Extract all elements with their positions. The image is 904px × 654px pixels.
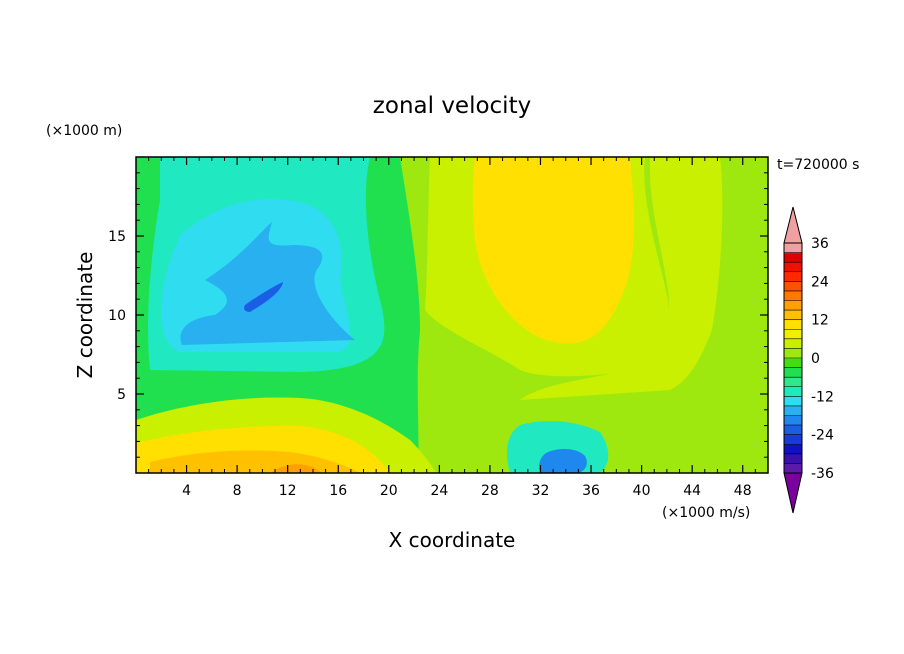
x-tick-label: 16 xyxy=(329,483,347,499)
colorbar-bin xyxy=(784,281,802,292)
time-label: t=720000 s xyxy=(777,157,859,173)
x-tick-label: 24 xyxy=(430,483,448,499)
x-tick-label: 12 xyxy=(279,483,297,499)
x-ticks: 4 8 12 16 20 24 28 32 36 40 44 48 xyxy=(148,157,756,499)
x-tick-label: 32 xyxy=(532,483,550,499)
region-lower-blue xyxy=(539,448,587,473)
x-unit-label: (×1000 m/s) xyxy=(662,505,750,521)
colorbar-bin xyxy=(784,338,802,349)
region-right-green xyxy=(520,157,723,400)
colorbar-bin xyxy=(784,348,802,359)
colorbar-bin xyxy=(784,444,802,455)
colorbar-bin xyxy=(784,262,802,273)
colorbar-bin xyxy=(784,358,802,369)
region-bottom-orange xyxy=(270,464,322,473)
colorbar-bin xyxy=(784,290,802,301)
y-tick-label: 15 xyxy=(108,229,126,245)
colorbar-bin xyxy=(784,271,802,282)
x-axis-label: X coordinate xyxy=(389,528,516,552)
colorbar-bin xyxy=(784,329,802,340)
colorbar-tick-label: -24 xyxy=(811,428,834,444)
colorbar-tick-label: 36 xyxy=(811,236,829,252)
region-dark-blue-core xyxy=(244,282,283,312)
x-tick-label: 4 xyxy=(182,483,191,499)
y-axis-label: Z coordinate xyxy=(73,252,97,379)
colorbar-bin xyxy=(784,415,802,426)
colorbar-tick-label: -12 xyxy=(811,389,834,405)
colorbar-bin xyxy=(784,434,802,445)
x-tick-label: 36 xyxy=(582,483,600,499)
region-left-band xyxy=(136,157,160,340)
x-tick-label: 40 xyxy=(633,483,651,499)
contour-field xyxy=(136,157,768,473)
colorbar-bin xyxy=(784,243,802,254)
x-tick-label: 44 xyxy=(683,483,701,499)
region-blue-blob xyxy=(180,222,355,345)
colorbar-tick-label: 0 xyxy=(811,351,820,367)
colorbar-bin xyxy=(784,310,802,321)
colorbar-bin xyxy=(784,319,802,330)
region-yellow-green-zone xyxy=(472,157,635,344)
y-tick-label: 5 xyxy=(117,387,126,403)
colorbar-bin xyxy=(784,425,802,436)
colorbar-tick-label: 12 xyxy=(811,313,829,329)
colorbar-bin xyxy=(784,405,802,416)
colorbar-bin xyxy=(784,367,802,378)
chart-title: zonal velocity xyxy=(373,93,531,119)
x-tick-label: 20 xyxy=(380,483,398,499)
colorbar-bottom-triangle xyxy=(783,472,803,514)
y-tick-label: 10 xyxy=(108,308,126,324)
colorbar-top-triangle xyxy=(783,206,803,244)
colorbar-tick-label: 24 xyxy=(811,274,829,290)
x-tick-label: 48 xyxy=(734,483,752,499)
y-ticks: 5 10 15 xyxy=(108,172,768,458)
colorbar-tick-label: -36 xyxy=(811,466,834,482)
colorbar-bin xyxy=(784,453,802,464)
colorbar-bin xyxy=(784,396,802,407)
x-tick-label: 8 xyxy=(233,483,242,499)
colorbar-bin xyxy=(784,377,802,388)
colorbar-bin xyxy=(784,463,802,474)
colorbar-bin xyxy=(784,386,802,397)
colorbar-bin xyxy=(784,252,802,263)
y-unit-label: (×1000 m) xyxy=(46,123,122,139)
colorbar-bin xyxy=(784,300,802,311)
x-tick-label: 28 xyxy=(481,483,499,499)
colorbar: 36 24 12 0 -12 -24 -36 xyxy=(783,206,834,514)
